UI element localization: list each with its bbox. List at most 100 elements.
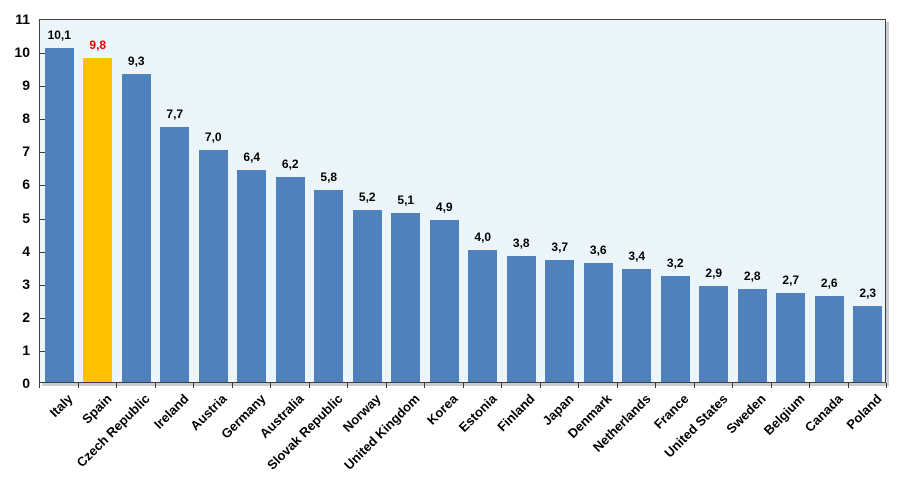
bar-value-label: 2,9	[705, 266, 723, 280]
y-tick-mark	[40, 318, 45, 319]
bar-ireland	[160, 127, 189, 382]
bar-japan	[545, 260, 574, 382]
bar-germany	[237, 170, 266, 382]
bar-value-label: 4,0	[474, 230, 492, 244]
y-tick-mark	[40, 219, 45, 220]
y-tick-label: 6	[22, 176, 30, 193]
bar-australia	[276, 177, 305, 382]
bar-value-label: 7,0	[204, 130, 222, 144]
bar-value-label: 9,8	[89, 38, 107, 52]
x-tick-mark	[232, 383, 233, 388]
bar-value-label: 10,1	[47, 28, 71, 42]
y-tick-mark	[40, 86, 45, 87]
x-tick-mark	[78, 383, 79, 388]
bar-austria	[199, 150, 228, 382]
y-tick-label: 10	[14, 44, 30, 61]
y-tick-label: 7	[22, 143, 30, 160]
x-tick-mark	[540, 383, 541, 388]
y-tick-label: 8	[22, 110, 30, 127]
x-tick-mark	[655, 383, 656, 388]
bar-korea	[430, 220, 459, 382]
bar-value-label: 3,4	[628, 249, 646, 263]
y-tick-label: 9	[22, 77, 30, 94]
bar-slovak-republic	[314, 190, 343, 382]
x-tick-mark	[116, 383, 117, 388]
x-category-label: Italy	[46, 391, 76, 421]
bar-value-label: 6,2	[281, 157, 299, 171]
bar-value-label: 2,8	[743, 269, 761, 283]
x-tick-mark	[694, 383, 695, 388]
x-tick-mark	[155, 383, 156, 388]
x-category-label: Estonia	[455, 391, 500, 435]
bar-italy	[45, 48, 74, 382]
x-tick-mark	[424, 383, 425, 388]
y-tick-label: 2	[22, 308, 30, 325]
bar-france	[661, 276, 690, 382]
x-tick-mark	[270, 383, 271, 388]
x-tick-mark	[617, 383, 618, 388]
bar-value-label: 9,3	[127, 54, 145, 68]
bar-norway	[353, 210, 382, 382]
y-tick-label: 4	[22, 242, 30, 259]
bar-value-label: 6,4	[243, 150, 261, 164]
bar-value-label: 3,2	[666, 256, 684, 270]
x-tick-mark	[39, 383, 40, 388]
x-category-label: Poland	[843, 391, 885, 433]
x-tick-mark	[578, 383, 579, 388]
bar-belgium	[776, 293, 805, 382]
bar-finland	[507, 256, 536, 382]
bar-estonia	[468, 250, 497, 382]
x-tick-mark	[463, 383, 464, 388]
x-category-label: Korea	[423, 391, 461, 428]
bar-value-label: 3,8	[512, 236, 530, 250]
bar-czech-republic	[122, 74, 151, 382]
plot-area: 10,1 9,8 9,3 7,7 7,0 6,4 6,2 5,8 5,2 5,1 4,9 4,0 3,8…	[39, 19, 886, 383]
x-tick-mark	[771, 383, 772, 388]
bar-poland	[853, 306, 882, 382]
y-tick-mark	[40, 152, 45, 153]
x-category-label: Spain	[78, 391, 115, 427]
bar-value-label: 2,7	[782, 273, 800, 287]
bar-united-states	[699, 286, 728, 382]
bar-canada	[815, 296, 844, 382]
bar-value-label: 3,7	[551, 240, 569, 254]
bar-netherlands	[622, 269, 651, 382]
x-tick-mark	[347, 383, 348, 388]
y-tick-mark	[40, 252, 45, 253]
bar-value-label: 2,6	[820, 276, 838, 290]
bar-value-label: 4,9	[435, 200, 453, 214]
bar-denmark	[584, 263, 613, 382]
x-tick-mark	[848, 383, 849, 388]
x-tick-mark	[809, 383, 810, 388]
x-tick-mark	[309, 383, 310, 388]
x-tick-mark	[732, 383, 733, 388]
x-category-label: Canada	[801, 391, 846, 435]
bar-value-label: 5,1	[397, 193, 415, 207]
y-tick-label: 5	[22, 209, 30, 226]
y-tick-mark	[40, 351, 45, 352]
y-tick-mark	[40, 119, 45, 120]
y-tick-label: 11	[15, 11, 30, 27]
x-tick-mark	[193, 383, 194, 388]
x-tick-mark	[886, 383, 887, 388]
y-tick-mark	[40, 285, 45, 286]
y-tick-label: 0	[22, 375, 30, 391]
x-category-label: Sweden	[723, 391, 769, 437]
y-tick-label: 1	[22, 341, 30, 358]
bar-value-label: 5,2	[358, 190, 376, 204]
x-tick-mark	[501, 383, 502, 388]
x-category-label: Finland	[494, 391, 538, 435]
y-tick-mark	[40, 185, 45, 186]
y-tick-label: 3	[22, 275, 30, 292]
bar-value-label: 3,6	[589, 243, 607, 257]
bar-sweden	[738, 289, 767, 382]
y-tick-mark	[40, 53, 45, 54]
bar-united-kingdom	[391, 213, 420, 382]
x-category-label: Belgium	[760, 391, 808, 438]
bar-value-label: 2,3	[859, 286, 877, 300]
bar-value-label: 7,7	[166, 107, 184, 121]
x-tick-mark	[386, 383, 387, 388]
x-category-label: Ireland	[150, 391, 192, 432]
bar-spain	[83, 58, 112, 382]
